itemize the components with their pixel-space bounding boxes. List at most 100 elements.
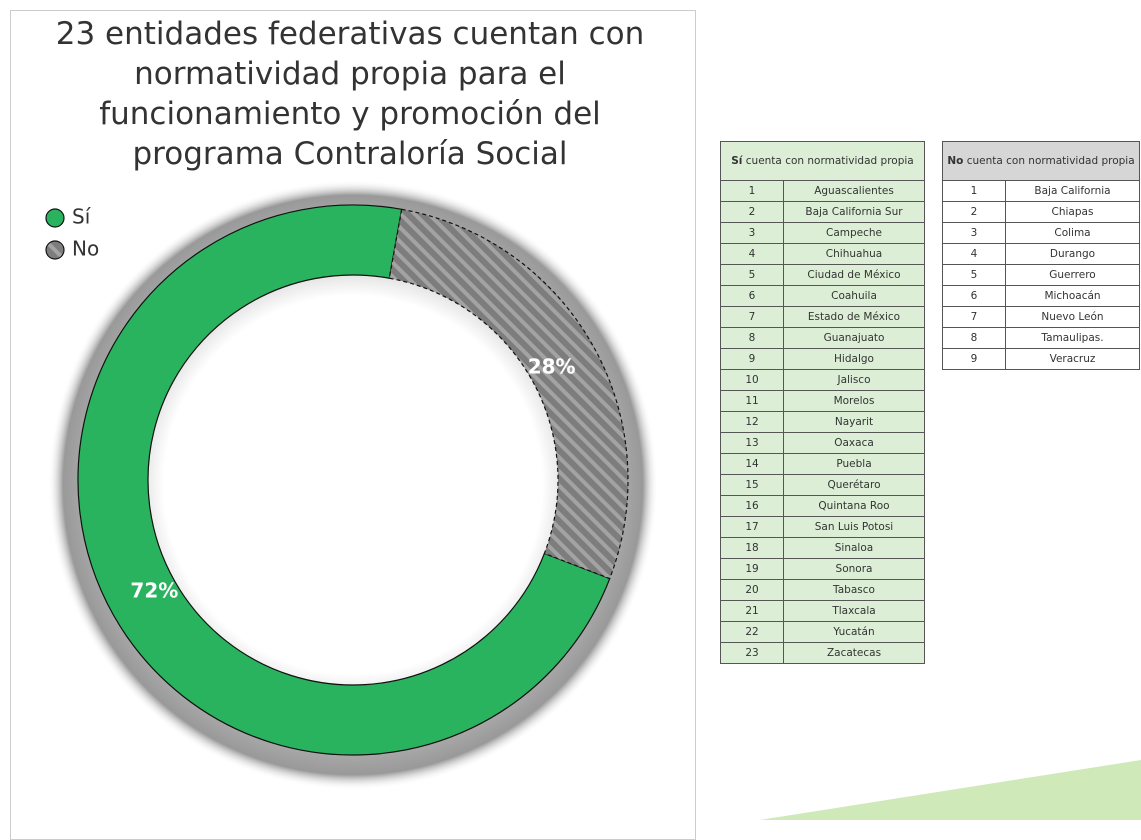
row-number: 21 (720, 600, 784, 622)
row-number: 6 (942, 285, 1006, 307)
row-number: 9 (720, 348, 784, 370)
donut-slice (77, 204, 611, 756)
header-bold: Sí (731, 155, 743, 167)
row-number: 9 (942, 348, 1006, 370)
table-row: 12 Nayarit (720, 411, 925, 433)
table-row: 4 Durango (942, 243, 1140, 265)
state-name: Yucatán (783, 621, 925, 643)
state-name: Coahuila (783, 285, 925, 307)
table-row: 2 Chiapas (942, 201, 1140, 223)
row-number: 8 (720, 327, 784, 349)
table: Sí cuenta con normatividad propia 1 Aguasc… (720, 141, 925, 664)
state-name: Chihuahua (783, 243, 925, 265)
row-number: 5 (942, 264, 1006, 286)
header-text: cuenta con normatividad propia (966, 155, 1135, 167)
table-row: 6 Michoacán (942, 285, 1140, 307)
table-header: Sí cuenta con normatividad propia (720, 141, 925, 181)
row-number: 22 (720, 621, 784, 643)
row-number: 14 (720, 453, 784, 475)
table-row: 8 Tamaulipas. (942, 327, 1140, 349)
row-number: 16 (720, 495, 784, 517)
state-name: Baja California Sur (783, 201, 925, 223)
header-bold: No (947, 155, 964, 167)
state-name: Jalisco (783, 369, 925, 391)
table-row: 7 Nuevo León (942, 306, 1140, 328)
row-number: 13 (720, 432, 784, 454)
row-number: 15 (720, 474, 784, 496)
table-row: 5 Ciudad de México (720, 264, 925, 286)
table-row: 14 Puebla (720, 453, 925, 475)
table-row: 11 Morelos (720, 390, 925, 412)
table-row: 18 Sinaloa (720, 537, 925, 559)
row-number: 18 (720, 537, 784, 559)
state-name: Tlaxcala (783, 600, 925, 622)
row-number: 1 (720, 180, 784, 202)
state-name: Guanajuato (783, 327, 925, 349)
table-row: 1 Baja California (942, 180, 1140, 202)
page: 72% 28% Sí No 23 entidades federativas cuen… (10, 10, 1141, 840)
table-row: 20 Tabasco (720, 579, 925, 601)
data-label: 72% (130, 578, 178, 602)
state-name: Quintana Roo (783, 495, 925, 517)
row-number: 7 (942, 306, 1006, 328)
state-name: Chiapas (1005, 201, 1140, 223)
state-name: Morelos (783, 390, 925, 412)
table-row: 3 Campeche (720, 222, 925, 244)
table-row: 19 Sonora (720, 558, 925, 580)
table-row: 10 Jalisco (720, 369, 925, 391)
state-name: Tabasco (783, 579, 925, 601)
legend-label: Sí (72, 205, 92, 229)
row-number: 5 (720, 264, 784, 286)
state-name: Aguascalientes (783, 180, 925, 202)
state-name: Sinaloa (783, 537, 925, 559)
header-text: cuenta con normatividad propia (745, 155, 914, 167)
row-number: 12 (720, 411, 784, 433)
state-name: Colima (1005, 222, 1140, 244)
table-row: 16 Quintana Roo (720, 495, 925, 517)
table: No cuenta con normatividad propia 1 Baja C… (942, 141, 1140, 370)
row-number: 10 (720, 369, 784, 391)
row-number: 1 (942, 180, 1006, 202)
header-row: Sí cuenta con normatividad propia (720, 141, 925, 181)
legend-marker (45, 208, 65, 228)
row-number: 4 (942, 243, 1006, 265)
state-name: Estado de México (783, 306, 925, 328)
state-name: Michoacán (1005, 285, 1140, 307)
chart-title: 23 entidades federativas cuentan con nor… (55, 16, 645, 172)
legend-label: No (72, 237, 99, 261)
state-name: Oaxaca (783, 432, 925, 454)
table-row: 9 Hidalgo (720, 348, 925, 370)
table-row: 17 San Luis Potosi (720, 516, 925, 538)
table-row: 21 Tlaxcala (720, 600, 925, 622)
state-name: Querétaro (783, 474, 925, 496)
chart: 72% 28% Sí No (45, 180, 1141, 820)
state-name: Tamaulipas. (1005, 327, 1140, 349)
state-name: Nuevo León (1005, 306, 1140, 328)
table-row: 13 Oaxaca (720, 432, 925, 454)
state-name: Nayarit (783, 411, 925, 433)
row-number: 8 (942, 327, 1006, 349)
row-number: 3 (720, 222, 784, 244)
row-number: 3 (942, 222, 1006, 244)
state-name: Puebla (783, 453, 925, 475)
state-name: Hidalgo (783, 348, 925, 370)
table-row: 9 Veracruz (942, 348, 1140, 370)
donut-slice (388, 208, 629, 580)
state-name: Baja California (1005, 180, 1140, 202)
table-row: 1 Aguascalientes (720, 180, 925, 202)
state-name: Ciudad de México (783, 264, 925, 286)
table-row: 4 Chihuahua (720, 243, 925, 265)
table-row: 15 Querétaro (720, 474, 925, 496)
row-number: 4 (720, 243, 784, 265)
row-number: 23 (720, 642, 784, 664)
legend-marker (45, 240, 65, 260)
table-row: 5 Guerrero (942, 264, 1140, 286)
state-name: Guerrero (1005, 264, 1140, 286)
table-row: 8 Guanajuato (720, 327, 925, 349)
row-number: 2 (942, 201, 1006, 223)
row-number: 2 (720, 201, 784, 223)
table-row: 7 Estado de México (720, 306, 925, 328)
state-name: Durango (1005, 243, 1140, 265)
table-row: 6 Coahuila (720, 285, 925, 307)
decoration (760, 760, 1141, 820)
